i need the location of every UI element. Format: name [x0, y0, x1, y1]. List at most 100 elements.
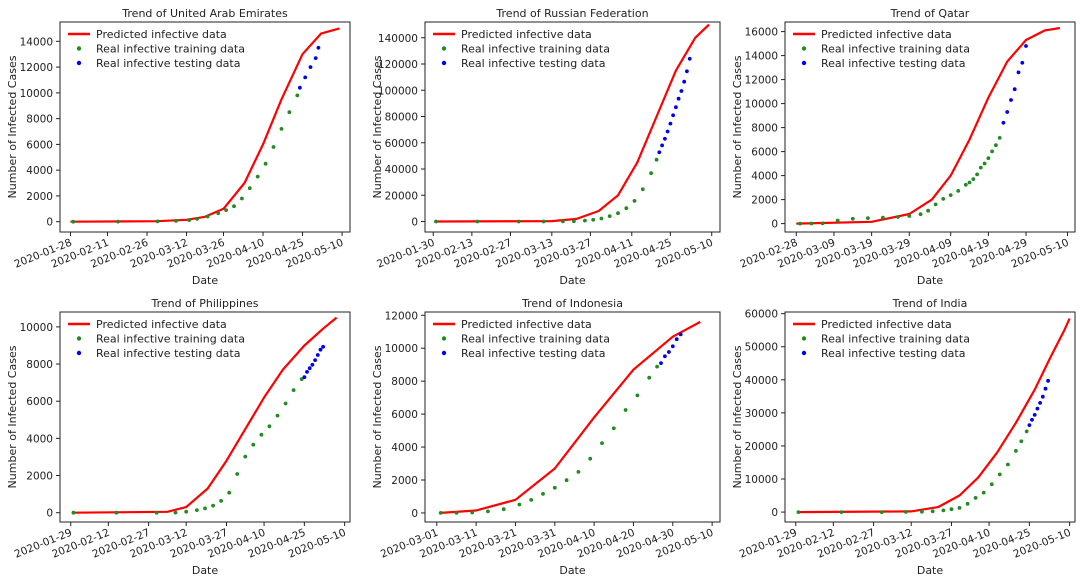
training-point: [155, 219, 160, 224]
training-point: [796, 510, 801, 514]
y-tick-label: 2000: [751, 195, 778, 207]
testing-point: [1024, 44, 1028, 48]
testing-point: [1038, 401, 1042, 405]
legend-label: Real infective training data: [96, 333, 245, 346]
training-point: [963, 182, 968, 187]
training-point: [541, 492, 545, 496]
plot-frame: [784, 311, 1076, 523]
training-point: [809, 221, 814, 226]
chart-title: Trend of Indonesia: [521, 297, 623, 310]
training-point: [981, 490, 986, 495]
subplot-1: Trend of United Arab Emirates 0 2000 4000 60…: [6, 7, 351, 287]
training-point: [154, 510, 159, 515]
training-point: [211, 503, 216, 508]
training-point: [71, 219, 76, 224]
training-point: [798, 221, 802, 226]
legend-swatch-dot: [441, 336, 447, 341]
y-tick-label: 60000: [745, 309, 778, 321]
testing-point: [1009, 98, 1013, 102]
y-tick-label: 0: [46, 217, 53, 229]
testing-point: [1020, 60, 1025, 65]
legend-label: Real infective testing data: [821, 57, 965, 70]
y-tick-label: 120000: [378, 59, 418, 71]
testing-point: [305, 370, 309, 374]
training-point: [438, 511, 443, 515]
training-point: [948, 193, 953, 198]
chart-title: Trend of United Arab Emirates: [121, 7, 288, 20]
training-point: [1014, 449, 1018, 453]
legend-label: Real infective training data: [461, 333, 610, 346]
testing-point: [313, 358, 317, 362]
legend-swatch-dot: [801, 60, 807, 66]
subplot-4: Trend of Philippines 0 2000 4000 6000 8000 100…: [6, 297, 351, 577]
legend: Predicted infective data Real infective t…: [433, 318, 610, 360]
training-point: [982, 161, 987, 166]
testing-point: [676, 96, 681, 101]
testing-point: [303, 75, 308, 80]
testing-point: [679, 89, 684, 93]
training-point: [240, 196, 244, 201]
y-tick-label: 6000: [391, 409, 418, 421]
testing-point: [302, 375, 307, 380]
training-point: [957, 506, 962, 510]
y-tick-label: 10000: [20, 322, 53, 334]
training-point: [235, 472, 240, 476]
legend-swatch-dot: [801, 46, 807, 51]
training-point: [973, 496, 978, 500]
legend-swatch-dot: [76, 336, 82, 341]
chart-title: Trend of Qatar: [890, 7, 970, 20]
y-tick-label: 2000: [391, 475, 418, 487]
testing-point: [310, 362, 315, 367]
testing-point: [315, 353, 320, 357]
training-point: [611, 426, 616, 431]
y-tick-label: 6000: [26, 396, 53, 408]
legend-swatch-dot: [76, 46, 82, 51]
testing-point: [667, 350, 671, 354]
training-point: [552, 485, 557, 490]
legend-label: Real infective testing data: [821, 347, 965, 360]
training-point: [820, 221, 825, 226]
training-point: [434, 219, 438, 224]
legend-swatch-dot: [441, 60, 447, 66]
training-point: [600, 441, 604, 445]
training-point: [588, 456, 593, 461]
training-point: [541, 219, 546, 224]
training-point: [591, 217, 596, 222]
training-point: [956, 189, 961, 193]
training-point: [259, 432, 264, 437]
legend-label: Real infective testing data: [461, 57, 605, 70]
y-tick-label: 80000: [385, 112, 418, 124]
plot-frame: [424, 21, 721, 233]
training-point: [187, 218, 192, 223]
training-point: [654, 157, 659, 162]
y-tick-label: 12000: [385, 310, 418, 322]
y-axis-label: Number of Infected Cases: [371, 55, 384, 198]
y-tick-label: 4000: [751, 171, 778, 183]
testing-point: [674, 337, 679, 342]
training-point: [978, 165, 983, 170]
training-point: [1019, 439, 1024, 444]
training-point: [529, 498, 534, 502]
training-point: [624, 206, 629, 211]
y-tick-label: 4000: [26, 165, 53, 177]
y-tick-label: 4000: [391, 442, 418, 454]
x-axis-label: Date: [559, 564, 586, 577]
testing-point: [307, 366, 312, 371]
training-point: [271, 145, 276, 149]
y-tick-label: 8000: [391, 376, 418, 388]
legend-label: Predicted infective data: [461, 318, 592, 331]
legend-label: Real infective testing data: [96, 347, 240, 360]
y-tick-label: 2000: [26, 471, 53, 483]
training-point: [975, 172, 979, 177]
testing-point: [321, 344, 325, 349]
testing-point: [1005, 110, 1010, 114]
legend-label: Real infective training data: [821, 43, 970, 56]
y-axis-label: Number of Infected Cases: [6, 55, 19, 198]
y-tick-label: 0: [46, 508, 53, 520]
training-point: [990, 149, 994, 154]
training-point: [616, 211, 620, 216]
y-axis-label: Number of Infected Cases: [371, 345, 384, 488]
training-point: [299, 377, 304, 381]
training-point: [516, 219, 521, 224]
plot-frame: [424, 311, 721, 523]
